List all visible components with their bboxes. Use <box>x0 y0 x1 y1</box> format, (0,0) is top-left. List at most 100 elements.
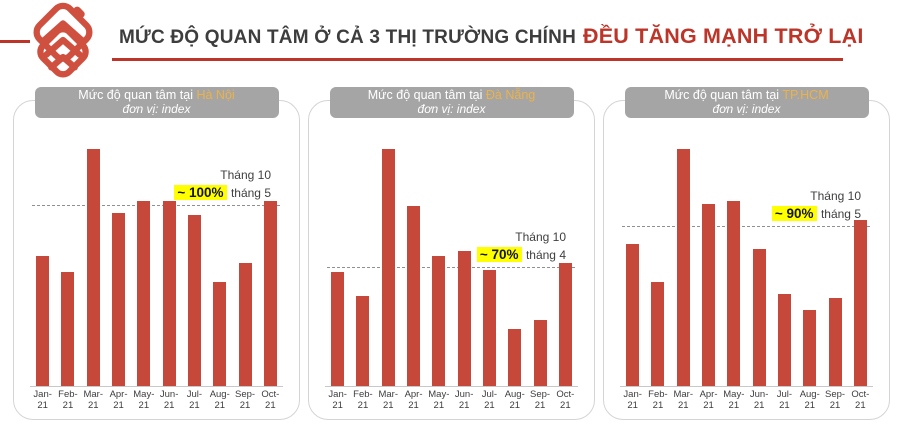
bar-cell <box>401 149 426 386</box>
chart-title: Mức độ quan tâm tại TP.HCM <box>637 88 857 103</box>
bar <box>356 295 370 386</box>
bar <box>853 220 867 386</box>
x-tick-label: Oct- 21 <box>851 389 870 412</box>
x-tick-label: Apr- 21 <box>109 389 128 412</box>
bar-cell <box>721 149 746 386</box>
x-tick-label: Jul- 21 <box>481 389 498 412</box>
x-labels: Jan- 21 Feb- 21 Mar- 21 Apr- 21 May- 21 Jun- 21 Jul-… <box>325 389 578 412</box>
page-title: MỨC ĐỘ QUAN TÂM Ở CẢ 3 THỊ TRƯỜNG CHÍNH Đ… <box>119 24 864 49</box>
x-tick-label: Sep- 21 <box>824 389 846 412</box>
reference-line <box>32 204 280 206</box>
x-labels: Jan- 21 Feb- 21 Mar- 21 Apr- 21 May- 21 Jun- 21 Jul-… <box>620 389 873 412</box>
bars <box>620 149 873 386</box>
reference-line <box>622 226 870 228</box>
x-tick-label: Jul- 21 <box>186 389 203 412</box>
bar <box>457 250 471 386</box>
bar <box>727 201 741 386</box>
chart-title-city: Hà Nội <box>196 88 235 102</box>
bar-cell <box>106 149 131 386</box>
bar-cell <box>350 149 375 386</box>
bar-cell <box>797 149 822 386</box>
bar <box>331 272 345 386</box>
bar-cell <box>426 149 451 386</box>
bar <box>533 319 547 386</box>
bar-cell <box>207 149 232 386</box>
bar-cell <box>81 149 106 386</box>
bar-cell <box>30 149 55 386</box>
annotation-line1: Tháng 10 <box>515 229 566 244</box>
chart-title-prefix: Mức độ quan tâm tại <box>78 88 193 102</box>
x-tick-label: Mar- 21 <box>83 389 103 412</box>
page-title-dark: MỨC ĐỘ QUAN TÂM Ở CẢ 3 THỊ TRƯỜNG CHÍNH <box>119 27 576 48</box>
x-tick-label: Jan- 21 <box>623 389 642 412</box>
x-tick-label: Aug- 21 <box>209 389 230 412</box>
annotation-highlight: ~ 100% <box>174 184 227 200</box>
chart-title: Mức độ quan tâm tại Đà Nẵng <box>342 88 562 103</box>
x-tick-label: Jul- 21 <box>776 389 793 412</box>
bar-cell <box>553 149 578 386</box>
x-tick-label: Oct- 21 <box>556 389 575 412</box>
bar <box>162 201 176 386</box>
bar <box>626 243 640 386</box>
slide-header: MỨC ĐỘ QUAN TÂM Ở CẢ 3 THỊ TRƯỜNG CHÍNH Đ… <box>0 0 900 100</box>
bar <box>381 149 395 386</box>
bar-cell <box>620 149 645 386</box>
bar <box>702 203 716 386</box>
x-tick-label: May- 21 <box>428 389 450 412</box>
bar-cell <box>451 149 476 386</box>
x-tick-label: Feb- 21 <box>648 389 668 412</box>
bar <box>61 272 75 386</box>
annotation: Tháng 10 ~ 100% tháng 5 <box>174 168 271 203</box>
x-tick-label: May- 21 <box>133 389 155 412</box>
bar-cell <box>696 149 721 386</box>
annotation-suffix: tháng 5 <box>230 185 271 200</box>
bar-cell <box>258 149 283 386</box>
bar <box>777 293 791 386</box>
bar <box>238 262 252 386</box>
x-tick-label: Mar- 21 <box>673 389 693 412</box>
bar-cell <box>645 149 670 386</box>
annotation-line2: ~ 100% tháng 5 <box>174 183 271 203</box>
bar <box>508 329 522 386</box>
annotation: Tháng 10 ~ 90% tháng 5 <box>771 189 861 224</box>
bar <box>651 281 665 386</box>
bar-cell <box>822 149 847 386</box>
x-tick-label: Jun- 21 <box>159 389 179 412</box>
chart-unit-label: đơn vị: index <box>417 101 486 116</box>
bar <box>137 201 151 386</box>
x-labels: Jan- 21 Feb- 21 Mar- 21 Apr- 21 May- 21 Jun- 21 Jul-… <box>30 389 283 412</box>
header-left-rule <box>0 40 30 43</box>
chart-unit-label: đơn vị: index <box>712 101 781 116</box>
x-tick-label: Sep- 21 <box>529 389 551 412</box>
bar-cell <box>376 149 401 386</box>
bar-cell <box>671 149 696 386</box>
x-tick-label: Sep- 21 <box>234 389 256 412</box>
x-tick-label: Jan- 21 <box>33 389 52 412</box>
bar <box>558 262 572 386</box>
annotation-line2: ~ 70% tháng 4 <box>476 245 566 265</box>
chart-title-city: TP.HCM <box>782 88 829 102</box>
annotation-highlight: ~ 90% <box>771 206 817 222</box>
bar-cell <box>156 149 181 386</box>
chart-title-city: Đà Nẵng <box>485 88 536 102</box>
x-tick-label: Jun- 21 <box>454 389 474 412</box>
bar <box>432 255 446 386</box>
bar-cell <box>232 149 257 386</box>
chart-unit-label: đơn vị: index <box>122 101 191 116</box>
chart-panel-hanoi: Mức độ quan tâm tại Hà Nội đơn vị: index… <box>13 87 300 420</box>
bar <box>482 269 496 386</box>
chart-title-badge: Mức độ quan tâm tại TP.HCM đơn vị: index <box>624 87 869 118</box>
x-tick-label: Mar- 21 <box>378 389 398 412</box>
bar-cell <box>55 149 80 386</box>
x-tick-label: Jan- 21 <box>328 389 347 412</box>
bar <box>752 248 766 386</box>
annotation-suffix: tháng 5 <box>820 207 861 222</box>
bar <box>407 205 421 386</box>
bar <box>263 201 277 386</box>
nested-chevron-house-icon <box>33 2 93 78</box>
annotation: Tháng 10 ~ 70% tháng 4 <box>476 229 566 265</box>
bar <box>676 149 690 386</box>
x-tick-label: Aug- 21 <box>504 389 525 412</box>
x-tick-label: Aug- 21 <box>799 389 820 412</box>
